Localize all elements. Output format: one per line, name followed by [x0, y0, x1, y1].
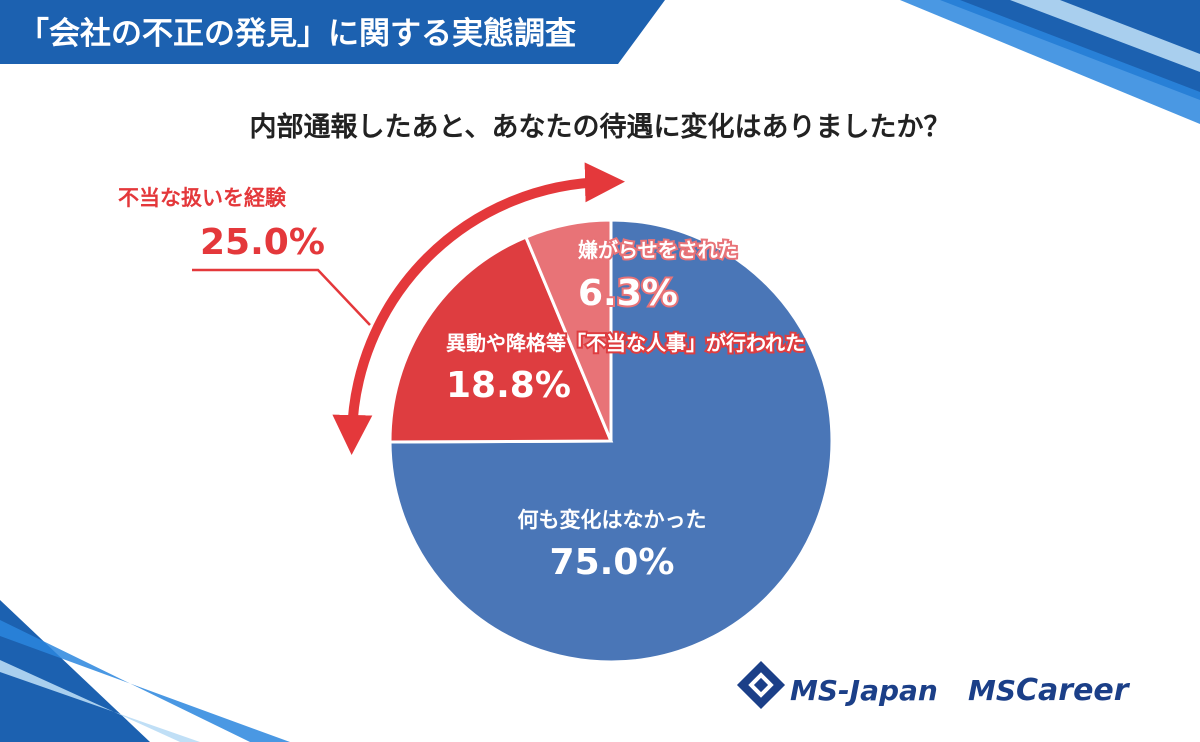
brand2-suffix: Career	[1016, 673, 1131, 708]
diamond-logo-icon	[736, 660, 786, 710]
slice-label-unfair-personnel: 異動や降格等「不当な人事」が行われた	[446, 331, 805, 355]
curved-double-arrow-icon	[332, 162, 625, 455]
brand1-name: MS-Japan	[790, 674, 938, 707]
svg-text:MSCareer: MSCareer	[968, 673, 1131, 708]
group-annotation-leader-line	[192, 268, 371, 326]
slice-value-harassment: 6.3%	[578, 273, 678, 314]
group-annotation-value: 25.0%	[200, 222, 325, 263]
slice-label-harassment: 嫌がらせをされた	[578, 238, 738, 262]
group-annotation-label: 不当な扱いを経験	[118, 186, 287, 210]
logo-ms-japan: MS-Japan	[736, 660, 938, 710]
brand2-prefix: MS	[968, 674, 1016, 707]
logo-ms-career: MSCareer	[968, 673, 1131, 708]
header-banner: 「会社の不正の発見」に関する実態調査	[0, 0, 665, 64]
chart-title: 内部通報したあと、あなたの待遇に変化はありましたか？	[250, 111, 951, 143]
header-title: 「会社の不正の発見」に関する実態調査	[18, 16, 576, 52]
slice-label-no-change: 何も変化はなかった	[518, 508, 707, 532]
slice-value-unfair-personnel: 18.8%	[446, 365, 571, 406]
slice-value-no-change: 75.0%	[550, 542, 675, 583]
group-annotation: 不当な扱いを経験 25.0%	[118, 162, 625, 455]
